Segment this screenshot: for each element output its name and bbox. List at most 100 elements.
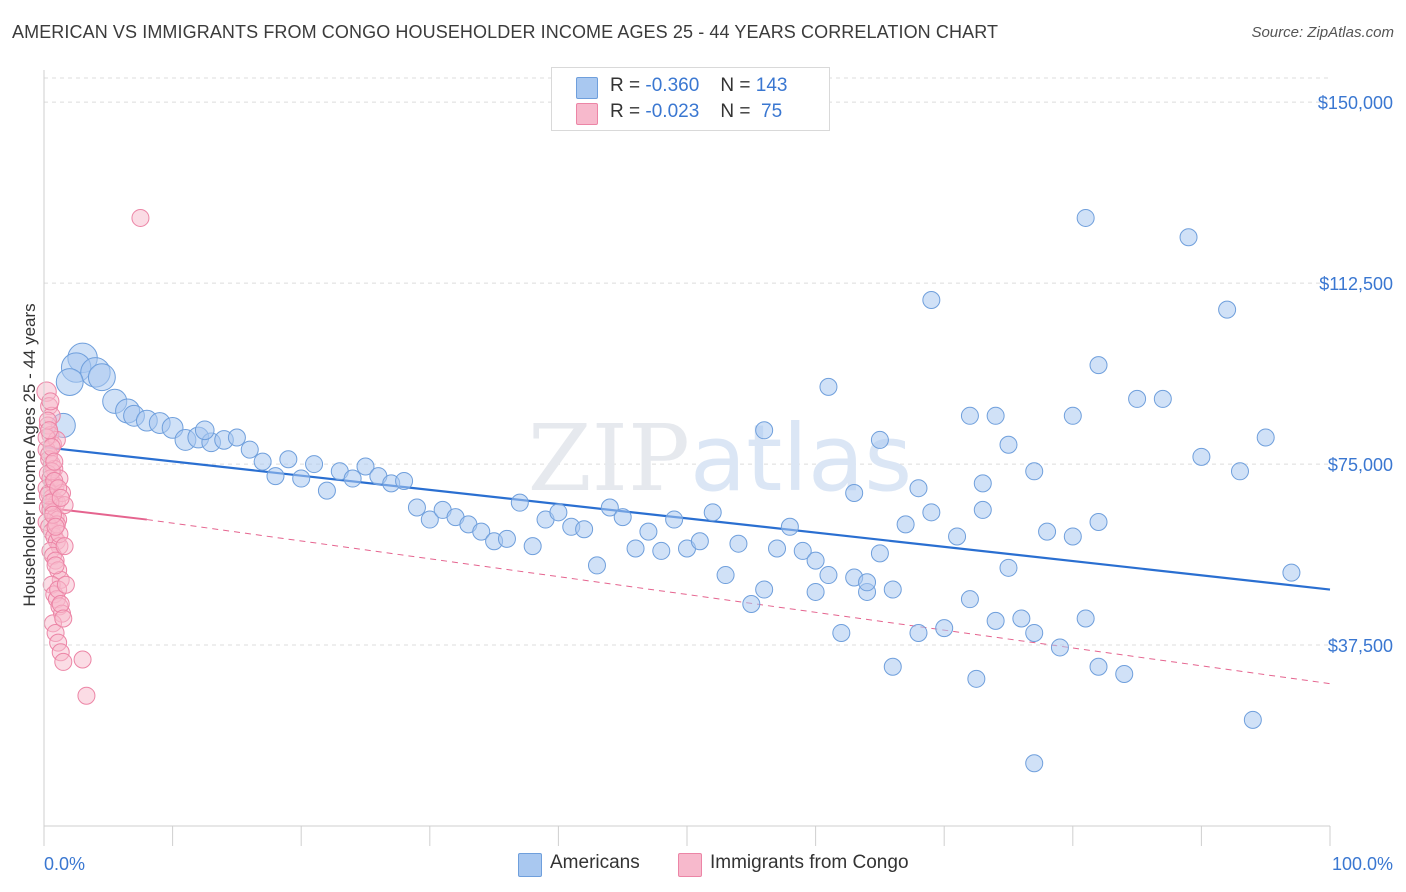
point-americans xyxy=(909,623,928,642)
point-americans xyxy=(1115,664,1134,683)
point-americans xyxy=(967,669,986,688)
point-americans xyxy=(523,537,542,556)
point-americans xyxy=(1025,623,1044,642)
point-americans xyxy=(305,455,324,474)
legend-r-value-congo: -0.023 xyxy=(645,101,700,122)
point-americans xyxy=(870,544,889,563)
point-americans xyxy=(729,534,748,553)
point-americans xyxy=(1218,300,1237,319)
point-americans xyxy=(935,619,954,638)
point-congo xyxy=(131,208,150,227)
bottom-legend-label-congo: Immigrants from Congo xyxy=(710,852,909,873)
chart-title: AMERICAN VS IMMIGRANTS FROM CONGO HOUSEH… xyxy=(12,22,999,42)
point-congo xyxy=(54,609,73,628)
point-americans xyxy=(1282,563,1301,582)
point-americans xyxy=(948,527,967,546)
point-congo xyxy=(40,421,59,440)
point-americans xyxy=(1089,657,1108,676)
point-americans xyxy=(575,520,594,539)
point-americans xyxy=(587,556,606,575)
trend-line-congo-dashed xyxy=(146,519,1331,685)
point-americans xyxy=(1050,638,1069,657)
point-americans xyxy=(870,430,889,449)
point-americans xyxy=(1025,462,1044,481)
point-americans xyxy=(652,541,671,560)
point-congo xyxy=(45,452,64,471)
point-americans xyxy=(909,479,928,498)
point-congo xyxy=(46,517,65,536)
y-tick-label: $75,000 xyxy=(1328,455,1393,475)
y-tick-label: $37,500 xyxy=(1328,636,1393,656)
point-americans xyxy=(703,503,722,522)
point-americans xyxy=(317,481,336,500)
point-americans xyxy=(806,551,825,570)
point-americans xyxy=(343,469,362,488)
point-americans xyxy=(793,541,812,560)
legend-r-value-americans: -0.360 xyxy=(645,75,700,96)
point-americans xyxy=(395,471,414,490)
point-americans xyxy=(690,532,709,551)
point-americans xyxy=(986,406,1005,425)
point-americans xyxy=(227,428,246,447)
point-americans xyxy=(1012,609,1031,628)
point-americans xyxy=(832,623,851,642)
point-americans xyxy=(716,566,735,585)
point-americans xyxy=(665,510,684,529)
point-americans xyxy=(819,566,838,585)
point-americans xyxy=(922,290,941,309)
x-tick-label-max: 100.0% xyxy=(1332,854,1393,874)
point-americans xyxy=(1038,522,1057,541)
point-congo xyxy=(55,537,74,556)
point-americans xyxy=(1179,228,1198,247)
legend-n-value-congo: 75 xyxy=(755,101,783,122)
point-americans xyxy=(194,420,215,441)
point-congo xyxy=(54,652,73,671)
point-americans xyxy=(87,363,116,392)
bottom-legend-swatch-americans xyxy=(518,853,542,877)
point-americans xyxy=(986,611,1005,630)
point-americans xyxy=(240,440,259,459)
point-americans xyxy=(999,435,1018,454)
point-americans xyxy=(279,450,298,469)
legend-r-label: R = xyxy=(610,101,641,122)
point-americans xyxy=(1063,406,1082,425)
point-congo xyxy=(46,556,65,575)
point-americans xyxy=(883,657,902,676)
point-americans xyxy=(858,573,877,592)
stats-legend: R = -0.360 N = 143 R = -0.023 N = 75 xyxy=(551,67,830,131)
point-americans xyxy=(55,368,84,396)
point-americans xyxy=(510,493,529,512)
point-americans xyxy=(1076,208,1095,227)
point-americans xyxy=(922,503,941,522)
trend-line-americans xyxy=(43,446,1331,591)
point-americans xyxy=(497,529,516,548)
point-americans xyxy=(253,452,272,471)
point-americans xyxy=(1256,428,1275,447)
watermark: ZIPatlas xyxy=(528,405,913,512)
point-americans xyxy=(768,539,787,558)
point-americans xyxy=(549,503,568,522)
chart-source: Source: ZipAtlas.com xyxy=(1251,24,1394,41)
bottom-legend-swatch-congo xyxy=(678,853,702,877)
point-americans xyxy=(613,508,632,527)
point-americans xyxy=(1230,462,1249,481)
point-americans xyxy=(472,522,491,541)
point-americans xyxy=(806,582,825,601)
point-americans xyxy=(960,406,979,425)
point-americans xyxy=(1025,754,1044,773)
point-americans xyxy=(292,469,311,488)
point-americans xyxy=(973,474,992,493)
legend-n-label: N = xyxy=(720,101,751,122)
legend-n-label: N = xyxy=(720,75,751,96)
point-americans xyxy=(1089,356,1108,375)
point-americans xyxy=(845,484,864,503)
x-tick-label-min: 0.0% xyxy=(44,854,85,874)
legend-swatch-congo xyxy=(576,103,598,125)
point-americans xyxy=(896,515,915,534)
point-americans xyxy=(1153,389,1172,408)
point-americans xyxy=(407,498,426,517)
point-americans xyxy=(960,590,979,609)
point-americans xyxy=(600,498,619,517)
point-americans xyxy=(883,580,902,599)
